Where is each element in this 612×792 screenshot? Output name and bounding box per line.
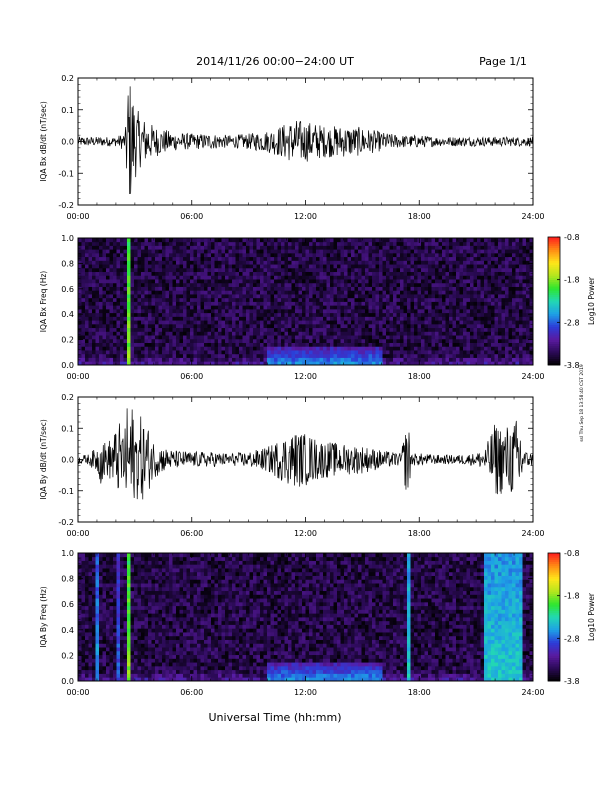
y-tick-label: 0.8 <box>61 575 74 584</box>
y-axis-label: IQA By Freq (Hz) <box>39 586 48 648</box>
x-tick-label: 00:00 <box>66 212 89 221</box>
x-tick-label: 00:00 <box>66 529 89 538</box>
x-tick-label: 00:00 <box>66 372 89 381</box>
waveform-line <box>77 86 534 195</box>
y-tick-label: 0.2 <box>61 651 74 660</box>
x-tick-label: 12:00 <box>294 529 317 538</box>
header-title: 2014/11/26 00:00−24:00 UT <box>196 55 354 68</box>
y-axis-label: IQA By dB/dt (nT/sec) <box>39 419 48 500</box>
y-axis-label: IQA Bx Freq (Hz) <box>39 271 48 333</box>
y-tick-label: 0.8 <box>61 259 74 268</box>
colorbar-tick-label: -2.8 <box>564 634 580 643</box>
x-tick-label: 18:00 <box>408 212 431 221</box>
x-tick-label: 18:00 <box>408 529 431 538</box>
panel-1: 00:00 06:00 12:00 18:00 24:00 0.2 0.1 0.0 -0.1 -0… <box>39 74 545 221</box>
colorbar-tick-label: -0.8 <box>564 233 580 242</box>
y-axis-label: IQA Bx dB/dt (nT/sec) <box>39 101 48 182</box>
colorbar-tick-label: -1.8 <box>564 276 580 285</box>
x-tick-label: 06:00 <box>180 688 203 697</box>
colorbar-tick-label: -0.8 <box>564 549 580 558</box>
y-tick-label: 0.6 <box>61 285 74 294</box>
x-tick-label: 24:00 <box>521 529 544 538</box>
waveform-line <box>77 408 534 500</box>
colorbar-tick-label: -3.8 <box>564 677 580 686</box>
x-tick-label: 06:00 <box>180 212 203 221</box>
panel-2: 00:00 06:00 12:00 18:00 24:00 1.0 0.8 0.6 0.4 0.2… <box>39 234 545 381</box>
y-tick-label: 0.0 <box>61 361 74 370</box>
y-tick-label: 1.0 <box>61 549 74 558</box>
colorbar-tick-label: -1.8 <box>564 592 580 601</box>
colorbar-top: -0.8 -1.8 -2.8 -3.8 Log10 Power <box>547 233 596 370</box>
x-tick-label: 24:00 <box>521 372 544 381</box>
x-axis-title: Universal Time (hh:mm) <box>209 711 342 724</box>
x-tick-label: 12:00 <box>294 688 317 697</box>
y-tick-label: 0.2 <box>61 74 74 83</box>
y-tick-label: 0.4 <box>61 626 74 635</box>
x-tick-label: 18:00 <box>408 688 431 697</box>
y-tick-label: -0.1 <box>58 169 74 178</box>
colorbar-tick-label: -3.8 <box>564 361 580 370</box>
credit-text: ssl Thu Sep 18 13:58:40 CST 2019 <box>579 364 585 442</box>
colorbar-tick-label: -2.8 <box>564 318 580 327</box>
panel-3: 00:00 06:00 12:00 18:00 24:00 0.2 0.1 0.0 -0.1 -0… <box>39 393 545 538</box>
x-tick-label: 24:00 <box>521 688 544 697</box>
panels: 00:00 06:00 12:00 18:00 24:00 0.2 0.1 0.0 -0.1 -0… <box>39 74 545 697</box>
spectrogram-image <box>78 238 534 366</box>
y-tick-label: 0.2 <box>61 393 74 402</box>
x-tick-label: 06:00 <box>180 529 203 538</box>
y-tick-label: 0.0 <box>61 456 74 465</box>
x-tick-label: 12:00 <box>294 212 317 221</box>
y-tick-label: 0.0 <box>61 677 74 686</box>
colorbar-bottom: -0.8 -1.8 -2.8 -3.8 Log10 Power <box>547 549 596 686</box>
y-tick-label: 0.4 <box>61 310 74 319</box>
x-tick-label: 24:00 <box>521 212 544 221</box>
y-tick-label: -0.1 <box>58 487 74 496</box>
y-tick-label: 1.0 <box>61 234 74 243</box>
y-tick-label: -0.2 <box>58 201 74 210</box>
colorbar-label: Log10 Power <box>587 276 596 325</box>
x-tick-label: 12:00 <box>294 372 317 381</box>
y-tick-label: 0.2 <box>61 336 74 345</box>
colorbar-label: Log10 Power <box>587 592 596 641</box>
y-tick-label: 0.6 <box>61 600 74 609</box>
y-tick-label: 0.0 <box>61 138 74 147</box>
panel-4: 00:00 06:00 12:00 18:00 24:00 1.0 0.8 0.6 0.4 0.2… <box>39 549 545 697</box>
page-indicator: Page 1/1 <box>479 55 527 68</box>
x-tick-label: 00:00 <box>66 688 89 697</box>
y-tick-label: -0.2 <box>58 518 74 527</box>
y-tick-label: 0.1 <box>61 424 74 433</box>
x-tick-label: 06:00 <box>180 372 203 381</box>
x-tick-label: 18:00 <box>408 372 431 381</box>
y-tick-label: 0.1 <box>61 106 74 115</box>
spectrogram-image <box>78 553 534 682</box>
colorbar-frame <box>547 552 561 682</box>
colorbar-frame <box>547 236 561 366</box>
